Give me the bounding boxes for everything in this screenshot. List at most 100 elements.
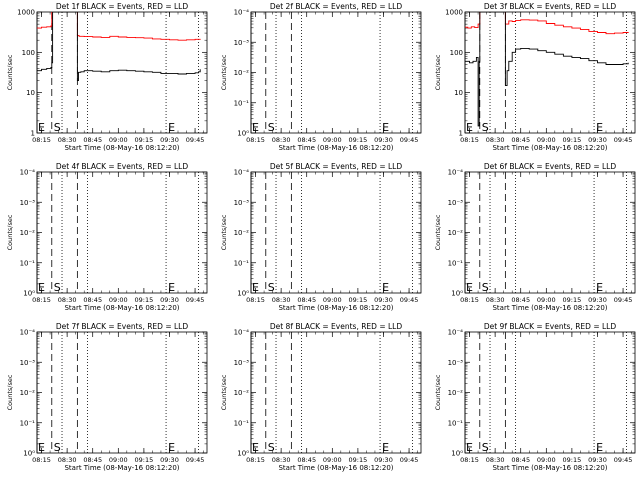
y-tick-label: 10⁻⁴ [448,329,464,337]
x-tick-label: 08:30 [486,136,505,144]
panel-9: Det 9f BLACK = Events, RED = LLD 10⁰ 10⁻¹ 1… [434,322,636,472]
x-tick-label: 09:30 [374,296,393,304]
y-axis-label: Counts/sec [434,54,442,90]
plot-frame [464,171,636,294]
x-tick-label: 09:00 [537,296,556,304]
x-tick-label: 09:45 [186,296,205,304]
x-tick-label: 09:45 [400,296,419,304]
x-tick-label: 08:45 [83,136,102,144]
y-axis-label: Counts/sec [6,54,14,90]
x-tick-label: 08:45 [297,296,316,304]
y-tick-label: 10⁰ [451,450,463,458]
x-tick-label: 08:45 [511,456,530,464]
time-marker-label: E [168,121,175,134]
x-tick-label: 08:15 [460,456,479,464]
x-tick-label: 08:30 [486,296,505,304]
y-tick-label: 1000 [17,9,35,17]
x-tick-label: 09:00 [109,296,128,304]
panel-7: Det 7f BLACK = Events, RED = LLD 10⁰ 10⁻¹ 1… [6,322,208,472]
panel-3: Det 3f BLACK = Events, RED = LLD 1 10 100 10… [434,2,636,152]
x-tick-label: 08:15 [246,296,265,304]
x-tick-label: 09:30 [374,456,393,464]
x-tick-label: 08:30 [58,296,77,304]
y-tick-label: 10⁻² [234,389,250,397]
x-tick-label: 08:15 [32,136,51,144]
time-marker-label: E [38,121,45,134]
x-tick-label: 08:30 [58,456,77,464]
series-line-2 [37,12,201,81]
x-tick-label: 08:15 [246,456,265,464]
x-axis-label: Start Time (08-May-16 08:12:20) [278,304,393,312]
y-tick-label: 10⁻³ [234,199,250,207]
series-line-1 [465,12,629,35]
y-tick-label: 10⁻³ [448,199,464,207]
x-tick-label: 09:45 [186,456,205,464]
x-tick-label: 08:15 [460,136,479,144]
panel-4: Det 4f BLACK = Events, RED = LLD 10⁰ 10⁻¹ 1… [6,162,208,312]
y-axis-label: Counts/sec [220,214,228,250]
x-tick-label: 09:45 [614,456,633,464]
x-tick-label: 08:30 [272,456,291,464]
time-marker-label: E [252,281,259,294]
y-tick-label: 10 [454,89,463,97]
panel-title: Det 1f BLACK = Events, RED = LLD [56,2,189,11]
x-tick-label: 09:15 [135,296,154,304]
panel-2: Det 2f BLACK = Events, RED = LLD 10⁰ 10⁻¹ 1… [220,2,422,152]
y-tick-label: 10⁻⁴ [234,9,250,17]
x-tick-label: 09:45 [400,136,419,144]
time-marker-label: S [482,281,489,294]
y-axis-label: Counts/sec [6,214,14,250]
time-marker-label: E [466,121,473,134]
y-tick-label: 10⁻⁴ [20,169,36,177]
y-tick-label: 10⁻¹ [234,99,250,107]
time-marker-label: E [596,121,603,134]
x-tick-label: 09:00 [323,136,342,144]
x-tick-label: 09:15 [563,296,582,304]
x-axis-label: Start Time (08-May-16 08:12:20) [64,144,179,152]
time-marker-label: S [54,121,61,134]
plot-frame [464,331,636,454]
y-tick-label: 10⁻³ [20,199,36,207]
x-tick-label: 08:45 [297,456,316,464]
y-axis-label: Counts/sec [220,54,228,90]
series-group [465,12,629,127]
plot-frame [250,331,422,454]
x-tick-label: 09:30 [160,136,179,144]
y-tick-label: 10⁰ [237,130,249,138]
panel-title: Det 5f BLACK = Events, RED = LLD [270,162,403,171]
panel-title: Det 8f BLACK = Events, RED = LLD [270,322,403,331]
x-tick-label: 08:15 [32,456,51,464]
y-tick-label: 10⁻¹ [20,419,36,427]
x-tick-label: 09:15 [349,456,368,464]
y-tick-label: 10⁻⁴ [234,329,250,337]
x-tick-label: 08:45 [511,296,530,304]
time-marker-label: S [268,121,275,134]
x-axis-label: Start Time (08-May-16 08:12:20) [278,464,393,472]
time-marker-label: E [168,441,175,454]
plot-frame [250,11,422,134]
y-axis-label: Counts/sec [220,374,228,410]
time-marker-label: S [482,441,489,454]
y-tick-label: 10⁻² [20,229,36,237]
time-marker-label: S [482,121,489,134]
series-group [37,12,201,81]
x-axis-label: Start Time (08-May-16 08:12:20) [492,144,607,152]
x-tick-label: 08:30 [272,296,291,304]
time-marker-label: E [466,441,473,454]
panel-title: Det 2f BLACK = Events, RED = LLD [270,2,403,11]
y-tick-label: 10⁰ [23,450,35,458]
y-tick-label: 10⁻¹ [448,419,464,427]
y-tick-label: 10⁻³ [20,359,36,367]
x-tick-label: 09:30 [588,296,607,304]
panel-5: Det 5f BLACK = Events, RED = LLD 10⁰ 10⁻¹ 1… [220,162,422,312]
x-tick-label: 08:30 [272,136,291,144]
x-tick-label: 08:45 [511,136,530,144]
y-tick-label: 10⁰ [451,290,463,298]
y-tick-label: 10⁻² [234,69,250,77]
x-tick-label: 08:45 [83,456,102,464]
y-tick-label: 1 [31,130,35,138]
time-marker-label: E [382,121,389,134]
time-marker-label: S [268,281,275,294]
y-tick-label: 10⁻⁴ [448,169,464,177]
